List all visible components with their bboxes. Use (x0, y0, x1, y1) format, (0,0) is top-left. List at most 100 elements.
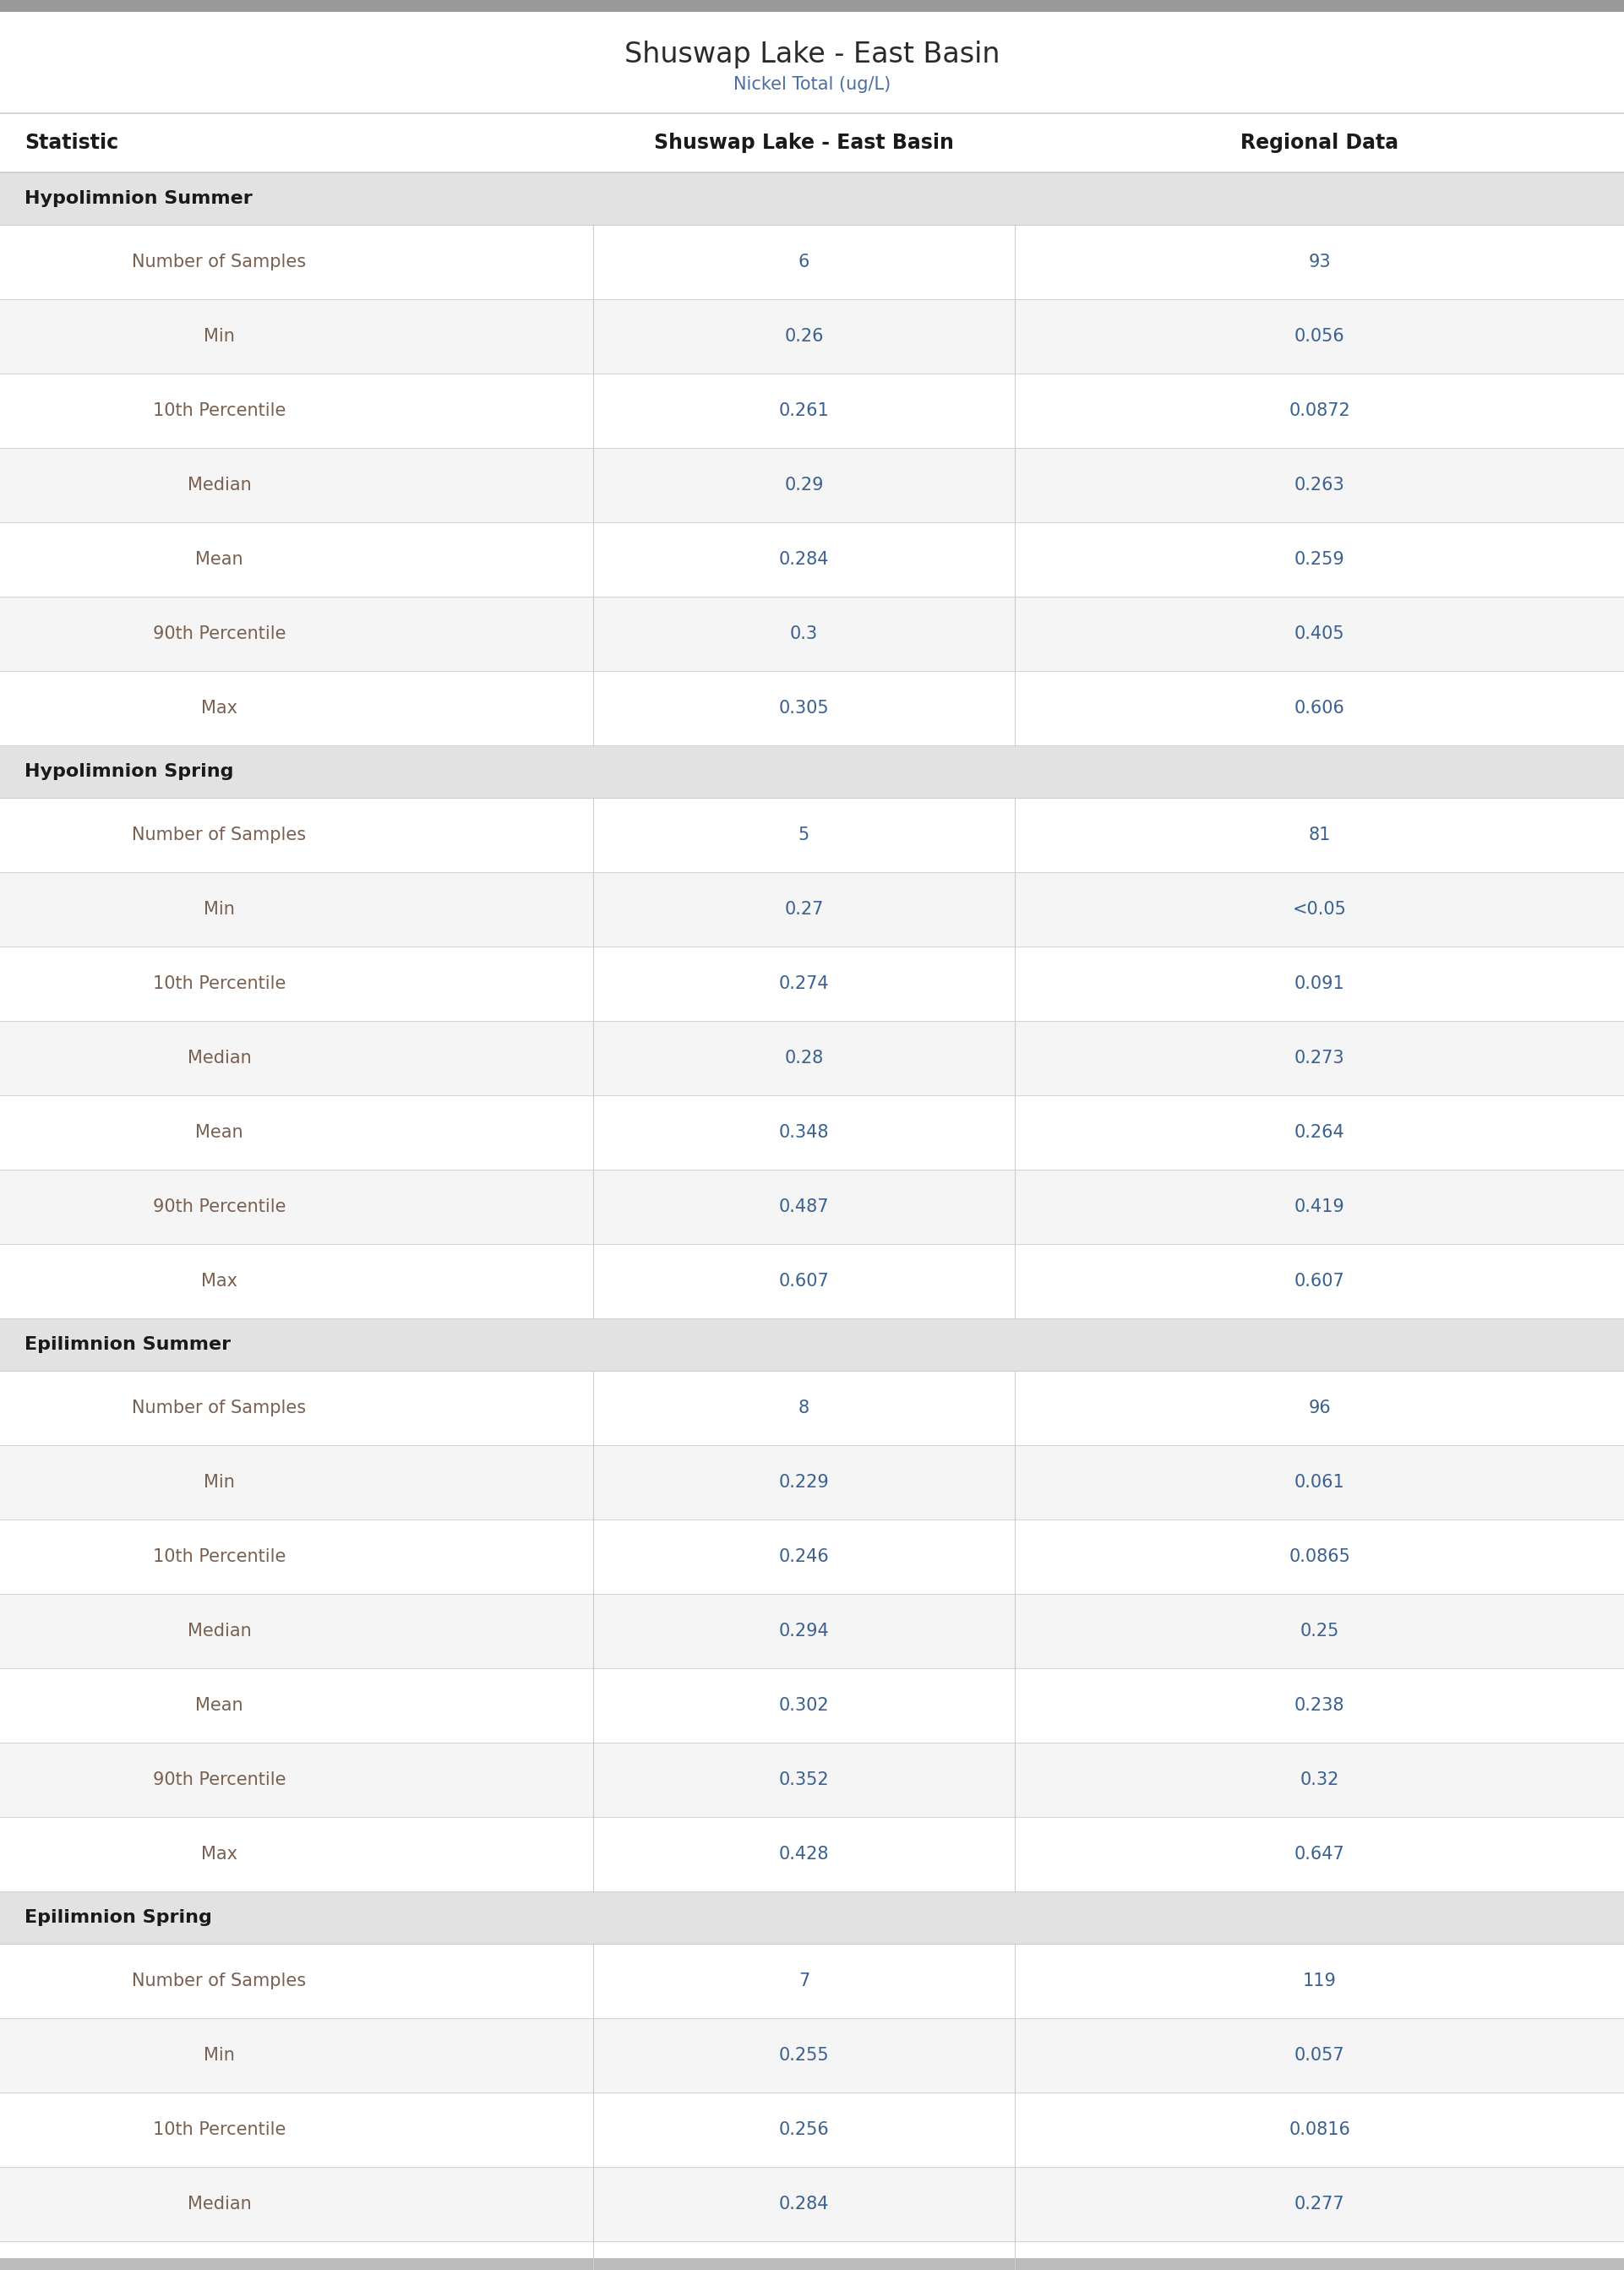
Text: 93: 93 (1309, 254, 1330, 270)
Bar (0, 1371, 1624, 1446)
Text: Min: Min (203, 327, 235, 345)
Bar (0, 672, 1624, 745)
Text: 0.647: 0.647 (1294, 1846, 1345, 1864)
Text: 0.607: 0.607 (1294, 1273, 1345, 1289)
Text: Max: Max (201, 1273, 237, 1289)
Text: 90th Percentile: 90th Percentile (153, 1199, 286, 1214)
Bar (0, 2168, 1624, 2240)
Text: 0.255: 0.255 (778, 2048, 830, 2063)
Bar (0, 1446, 1624, 1519)
Text: 6: 6 (799, 254, 809, 270)
Bar (0, 1096, 1624, 1169)
Bar (0, 597, 1624, 672)
Text: 0.26: 0.26 (784, 327, 823, 345)
Text: Shuswap Lake - East Basin: Shuswap Lake - East Basin (654, 132, 953, 152)
Text: Regional Data: Regional Data (1241, 132, 1398, 152)
Text: Statistic: Statistic (24, 132, 119, 152)
Bar (0, 947, 1624, 1022)
Text: 0.428: 0.428 (780, 1846, 828, 1864)
Text: 0.28: 0.28 (784, 1049, 823, 1067)
Bar (0, 300, 1624, 375)
Text: Mean: Mean (195, 1698, 244, 1714)
Bar (0, 2259, 1624, 2270)
Text: Min: Min (203, 1473, 235, 1491)
Text: 0.274: 0.274 (778, 976, 830, 992)
Text: 90th Percentile: 90th Percentile (153, 1771, 286, 1789)
Text: 0.25: 0.25 (1299, 1623, 1340, 1639)
Bar (0, 745, 1624, 797)
Text: Epilimnion Summer: Epilimnion Summer (24, 1337, 231, 1353)
Text: Hypolimnion Summer: Hypolimnion Summer (24, 191, 252, 207)
Text: 0.29: 0.29 (784, 477, 823, 493)
Text: 5: 5 (799, 826, 809, 844)
Text: 0.061: 0.061 (1294, 1473, 1345, 1491)
Text: 10th Percentile: 10th Percentile (153, 2120, 286, 2138)
Text: 0.246: 0.246 (778, 1548, 830, 1566)
Text: 0.348: 0.348 (780, 1124, 828, 1142)
Text: Number of Samples: Number of Samples (132, 826, 307, 844)
Text: Median: Median (187, 477, 252, 493)
Bar (0, 173, 1624, 225)
Text: 0.607: 0.607 (778, 1273, 830, 1289)
Bar (0, 1022, 1624, 1096)
Bar (0, 1668, 1624, 1743)
Text: 8: 8 (799, 1401, 809, 1416)
Text: Max: Max (201, 1846, 237, 1864)
Text: 0.256: 0.256 (778, 2120, 830, 2138)
Text: 0.091: 0.091 (1294, 976, 1345, 992)
Text: 0.419: 0.419 (1294, 1199, 1345, 1214)
Text: 0.352: 0.352 (778, 1771, 830, 1789)
Text: 119: 119 (1302, 1973, 1337, 1989)
Text: 0.284: 0.284 (780, 2195, 828, 2213)
Bar (0, 225, 1624, 300)
Text: Median: Median (187, 1623, 252, 1639)
Text: Number of Samples: Number of Samples (132, 254, 307, 270)
Text: Number of Samples: Number of Samples (132, 1401, 307, 1416)
Text: Median: Median (187, 1049, 252, 1067)
Text: 0.261: 0.261 (778, 402, 830, 420)
Text: 0.229: 0.229 (778, 1473, 830, 1491)
Text: 0.0816: 0.0816 (1289, 2120, 1350, 2138)
Text: 0.264: 0.264 (1294, 1124, 1345, 1142)
Bar (0, 447, 1624, 522)
Text: 0.056: 0.056 (1294, 327, 1345, 345)
Text: 0.294: 0.294 (778, 1623, 830, 1639)
Bar (0, 872, 1624, 947)
Bar (0, 2018, 1624, 2093)
Text: 0.0865: 0.0865 (1289, 1548, 1350, 1566)
Text: 10th Percentile: 10th Percentile (153, 976, 286, 992)
Bar (0, 1891, 1624, 1943)
Text: 0.238: 0.238 (1294, 1698, 1345, 1714)
Text: 81: 81 (1309, 826, 1330, 844)
Text: 0.302: 0.302 (778, 1698, 830, 1714)
Bar (0, 0, 1624, 11)
Bar (0, 1594, 1624, 1668)
Text: 10th Percentile: 10th Percentile (153, 402, 286, 420)
Text: 90th Percentile: 90th Percentile (153, 627, 286, 642)
Bar (0, 1169, 1624, 1244)
Text: Median: Median (187, 2195, 252, 2213)
Text: Min: Min (203, 2048, 235, 2063)
Text: 0.27: 0.27 (784, 901, 823, 917)
Text: 0.3: 0.3 (789, 627, 818, 642)
Text: 7: 7 (799, 1973, 809, 1989)
Text: 0.259: 0.259 (1294, 552, 1345, 568)
Bar (0, 1816, 1624, 1891)
Bar (0, 522, 1624, 597)
Text: 0.057: 0.057 (1294, 2048, 1345, 2063)
Bar (0, 1743, 1624, 1816)
Bar (0, 797, 1624, 872)
Text: Hypolimnion Spring: Hypolimnion Spring (24, 763, 234, 781)
Text: Max: Max (201, 699, 237, 717)
Text: 0.0872: 0.0872 (1289, 402, 1350, 420)
Text: Mean: Mean (195, 552, 244, 568)
Text: Epilimnion Spring: Epilimnion Spring (24, 1909, 211, 1925)
Text: 0.277: 0.277 (1294, 2195, 1345, 2213)
Text: 0.284: 0.284 (780, 552, 828, 568)
Text: 0.263: 0.263 (1294, 477, 1345, 493)
Text: 0.487: 0.487 (780, 1199, 828, 1214)
Text: 0.273: 0.273 (1294, 1049, 1345, 1067)
Bar (0, 2093, 1624, 2168)
Text: 0.405: 0.405 (1294, 627, 1345, 642)
Text: 0.305: 0.305 (778, 699, 830, 717)
